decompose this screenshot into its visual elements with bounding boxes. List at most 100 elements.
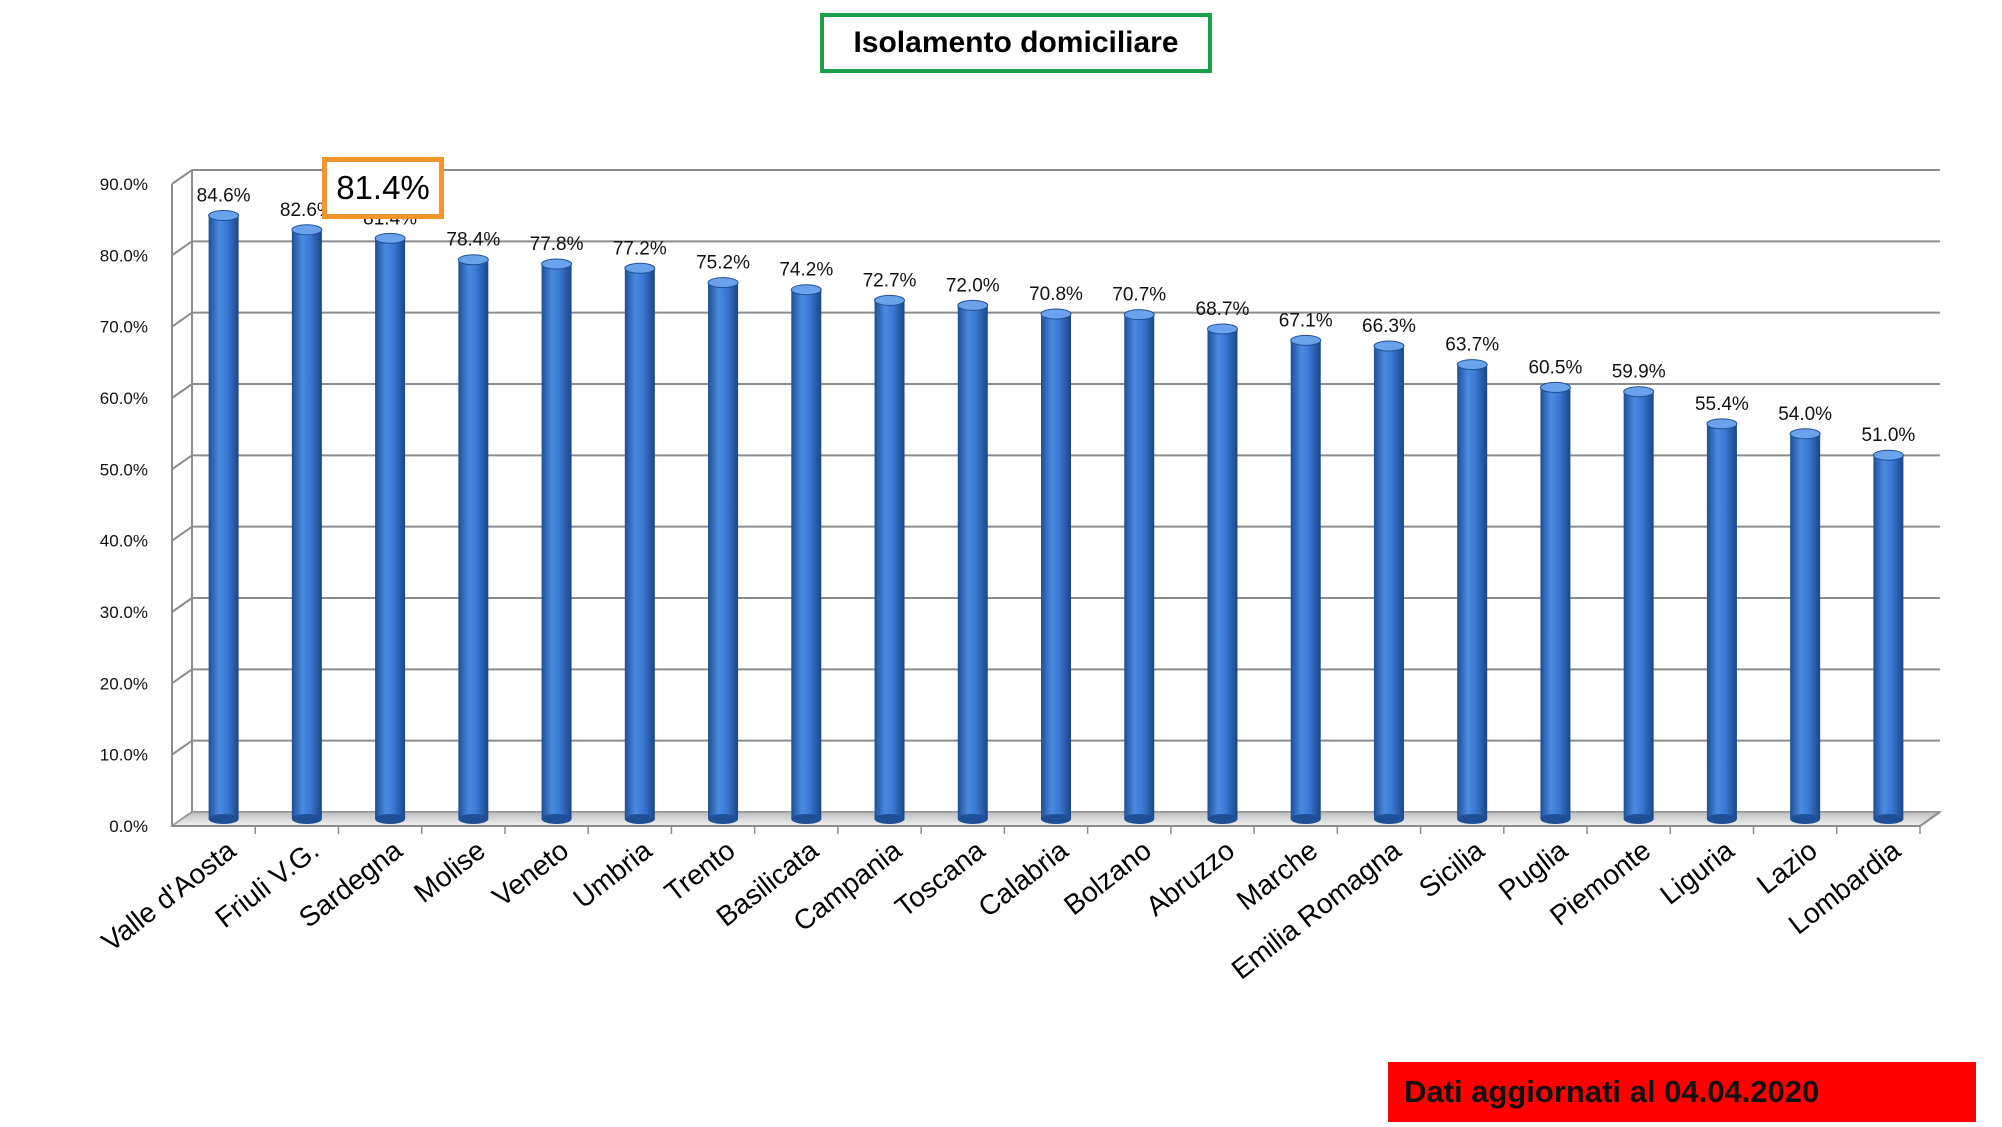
data-label: 72.0% — [946, 275, 1000, 296]
bar — [791, 289, 822, 819]
bar-top — [541, 258, 573, 270]
y-tick-label: 10.0% — [100, 746, 148, 765]
bar — [1706, 423, 1737, 819]
chart-title: Isolamento domiciliare — [820, 13, 1212, 73]
data-label: 77.8% — [530, 234, 584, 255]
bar-base — [458, 814, 489, 824]
x-tick-label: Sicilia — [1413, 834, 1490, 904]
data-label: 82.6% — [280, 200, 334, 221]
y-tick-label: 40.0% — [100, 532, 148, 551]
bar-top — [624, 262, 656, 274]
bar-base — [708, 814, 739, 824]
x-tick-label: Abruzzo — [1140, 834, 1240, 922]
bar-top — [1706, 418, 1738, 430]
data-label: 70.8% — [1029, 284, 1083, 305]
bar-top — [457, 254, 489, 266]
bar — [375, 238, 406, 819]
bar-base — [624, 814, 655, 824]
bar-base — [1706, 814, 1737, 824]
bar-top — [957, 299, 989, 311]
gridline-side — [171, 739, 193, 756]
data-label: 78.4% — [446, 230, 500, 251]
x-tick-label: Toscana — [889, 834, 991, 923]
data-label: 77.2% — [613, 238, 667, 259]
bar-top — [1040, 308, 1072, 320]
bar — [1457, 364, 1488, 819]
bar-base — [1041, 814, 1071, 824]
bar-top — [1789, 428, 1821, 440]
gridline-side — [171, 525, 193, 542]
bar — [1790, 433, 1821, 819]
bar-top — [874, 294, 906, 306]
bar — [291, 229, 322, 819]
bar — [1540, 387, 1571, 819]
bar-top — [1872, 449, 1904, 461]
data-labels: 84.6%82.6%81.4%78.4%77.8%77.2%75.2%74.2%… — [197, 186, 1916, 447]
data-label: 55.4% — [1695, 394, 1749, 415]
bar-base — [375, 814, 406, 824]
bar-base — [1457, 814, 1488, 824]
bar-base — [1373, 814, 1404, 824]
y-tick-label: 90.0% — [100, 175, 148, 194]
bar-top — [1123, 309, 1155, 321]
data-label: 66.3% — [1362, 316, 1416, 337]
bar-base — [291, 814, 322, 824]
gridline-side — [171, 311, 193, 328]
bar-top — [1456, 359, 1488, 371]
x-tick-label: Molise — [408, 834, 491, 908]
bar-base — [957, 814, 988, 824]
y-tick-label: 30.0% — [100, 603, 148, 622]
gridline-side — [171, 454, 193, 471]
bar-top — [1290, 334, 1322, 346]
floor-edge — [1919, 811, 1941, 827]
bar-base — [541, 814, 572, 824]
bar-base — [874, 814, 905, 824]
bar-series — [208, 210, 1904, 824]
bar-base — [1873, 814, 1904, 824]
bar-base — [791, 814, 822, 824]
bar — [458, 259, 489, 819]
bar — [1041, 313, 1071, 819]
bar-base — [1623, 814, 1654, 824]
bar — [1124, 314, 1155, 819]
data-label: 75.2% — [696, 253, 750, 274]
x-tick-label: Calabria — [972, 834, 1074, 923]
x-tick-label: Lazio — [1751, 834, 1823, 900]
bar — [874, 300, 905, 819]
x-tick-label: Valle d'Aosta — [96, 834, 242, 957]
bar-top — [208, 210, 240, 222]
gridline-side — [171, 169, 193, 185]
y-tick-label: 70.0% — [100, 318, 148, 337]
gridline-side — [171, 240, 193, 257]
bar-top — [1539, 381, 1571, 393]
x-tick-label: Umbria — [567, 834, 658, 914]
gridline-side — [171, 383, 193, 399]
bar-base — [208, 814, 239, 824]
x-tick-label: Bolzano — [1058, 834, 1157, 921]
bar — [1290, 340, 1321, 819]
bar-top — [1373, 340, 1405, 352]
bar — [1873, 455, 1904, 819]
bar-top — [291, 224, 323, 236]
bar — [957, 305, 988, 819]
bar-top — [707, 277, 739, 289]
bar-top — [1206, 323, 1238, 335]
y-tick-label: 50.0% — [100, 460, 148, 479]
highlight-value-box: 81.4% — [322, 157, 444, 219]
y-tick-label: 60.0% — [100, 389, 148, 408]
bar — [1373, 346, 1404, 819]
gridline-side — [171, 668, 193, 685]
data-label: 84.6% — [197, 186, 251, 207]
bar — [1207, 328, 1238, 819]
bar-top — [374, 232, 406, 244]
bar-top — [790, 284, 822, 296]
data-label: 67.1% — [1279, 310, 1333, 331]
data-label: 60.5% — [1528, 357, 1582, 378]
y-tick-label: 0.0% — [109, 817, 148, 836]
data-label: 68.7% — [1196, 299, 1250, 320]
data-label: 51.0% — [1861, 425, 1915, 446]
data-label: 74.2% — [779, 260, 833, 281]
bar — [208, 215, 239, 819]
